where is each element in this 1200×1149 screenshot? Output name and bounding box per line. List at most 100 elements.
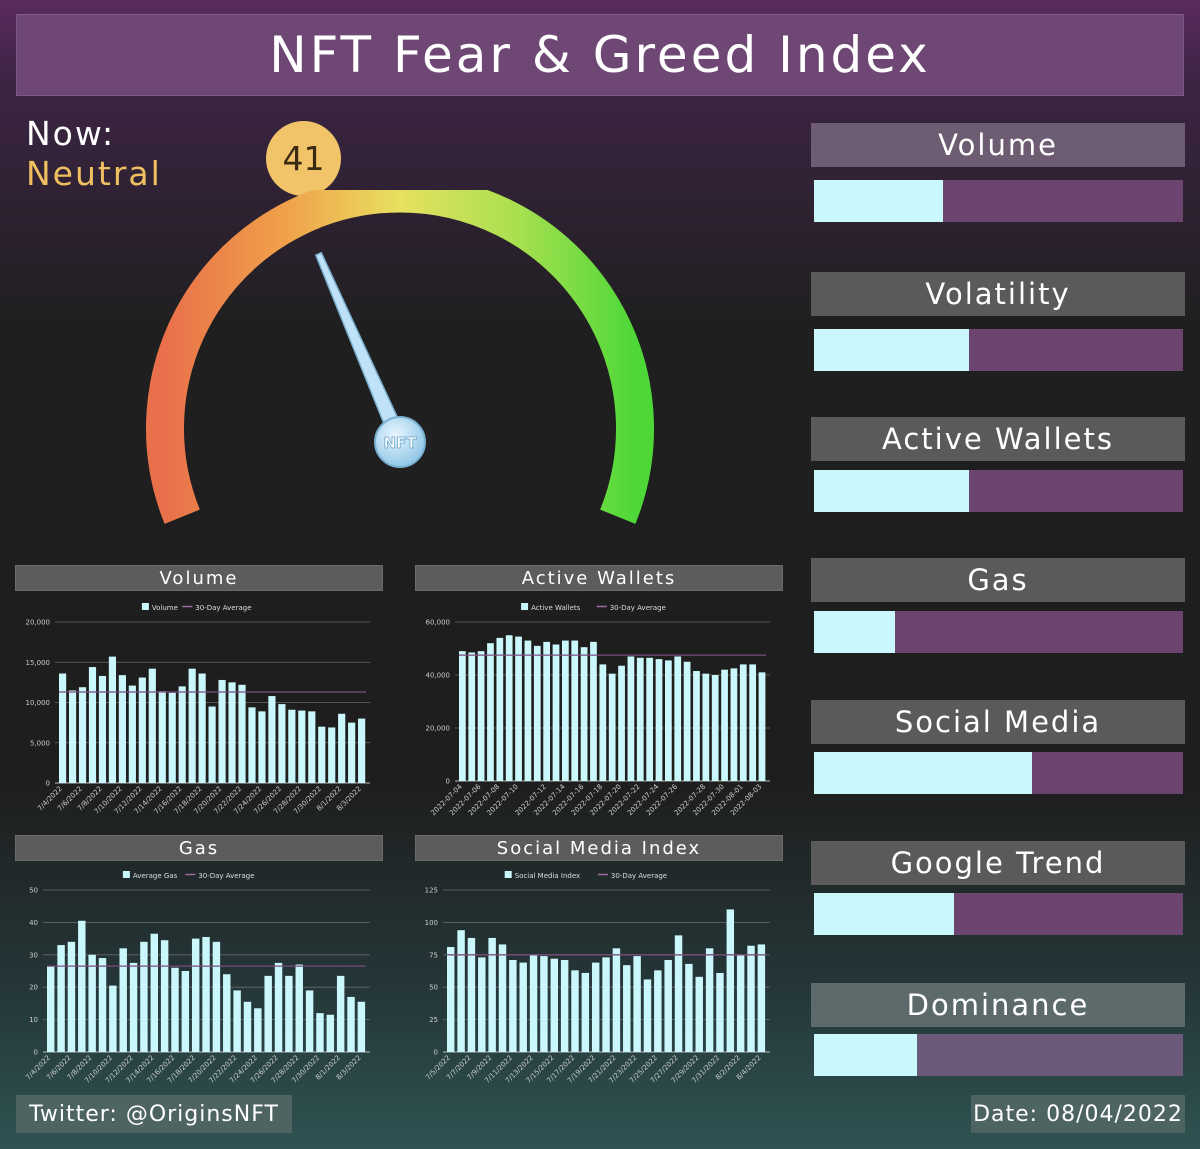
bar: [599, 664, 607, 781]
metric-header-gas: Gas: [811, 558, 1185, 602]
bar: [505, 635, 513, 781]
bar: [488, 937, 496, 1052]
bar: [702, 673, 710, 781]
bar: [457, 930, 465, 1052]
bar: [208, 706, 216, 783]
date-text: Date: 08/04/2022: [973, 1101, 1183, 1127]
bar: [757, 944, 766, 1052]
bar: [191, 938, 200, 1052]
bar: [487, 643, 494, 781]
gauge-hub: [374, 416, 426, 468]
bar: [693, 671, 700, 781]
bar: [238, 684, 246, 783]
bar: [612, 948, 621, 1052]
bar: [212, 941, 221, 1052]
metric-fill: [814, 329, 969, 371]
bar: [524, 640, 532, 781]
gauge-needle: [314, 251, 409, 447]
bar: [202, 936, 210, 1052]
bar: [685, 963, 693, 1052]
metric-label: Google Trend: [890, 846, 1106, 880]
metric-fill: [814, 470, 969, 512]
bar: [181, 971, 190, 1052]
metric-bar-google-trend: [814, 893, 1183, 935]
bar: [533, 645, 541, 781]
bar: [730, 668, 738, 781]
metric-bar-gas: [814, 611, 1183, 653]
bar: [171, 967, 179, 1052]
bar: [268, 696, 276, 783]
volume-chart-title: Volume: [159, 567, 239, 589]
y-tick-label: 0: [46, 780, 50, 788]
metric-label: Gas: [967, 563, 1029, 597]
bar: [498, 944, 507, 1052]
bar: [67, 941, 76, 1052]
y-tick-label: 125: [425, 887, 438, 895]
metric-header-volatility: Volatility: [811, 272, 1185, 316]
bar: [223, 974, 231, 1052]
y-tick-label: 0: [446, 778, 450, 786]
y-tick-label: 30: [29, 951, 38, 959]
social-media-chart: Social Media Index 30-Day Average 0 25 50 75 1…: [424, 871, 770, 1085]
report-date: Date: 08/04/2022: [971, 1095, 1185, 1133]
bar: [158, 691, 166, 783]
bar: [258, 711, 266, 783]
bar: [726, 909, 735, 1052]
bar: [496, 637, 504, 781]
metric-header-social-media: Social Media: [811, 700, 1185, 744]
bar: [478, 957, 486, 1052]
social-media-chart-header: Social Media Index: [415, 835, 783, 861]
score-value: 41: [282, 139, 325, 178]
bar: [509, 959, 517, 1052]
bar: [78, 920, 86, 1052]
bar: [716, 972, 724, 1052]
bar: [674, 935, 683, 1052]
bar: [305, 990, 314, 1052]
legend-label: 30-Day Average: [611, 872, 667, 880]
metric-fill: [814, 1034, 918, 1076]
bar: [295, 964, 303, 1052]
bar: [627, 656, 635, 781]
bar: [160, 940, 169, 1052]
bar: [57, 945, 65, 1052]
y-tick-label: 100: [425, 919, 438, 927]
bar: [543, 641, 551, 781]
twitter-text: Twitter: @OriginsNFT: [29, 1101, 279, 1127]
bar: [150, 933, 159, 1052]
legend-swatch: [521, 603, 529, 610]
y-tick-label: 60,000: [426, 619, 451, 627]
metric-bar-volume: [814, 180, 1183, 222]
bar: [519, 962, 527, 1052]
bar: [358, 718, 366, 783]
bar: [59, 673, 67, 783]
legend-swatch: [504, 871, 512, 878]
bar: [148, 668, 156, 783]
bar: [636, 657, 644, 781]
y-tick-label: 10,000: [26, 699, 51, 707]
bar: [347, 996, 355, 1052]
bar: [721, 669, 728, 781]
bar: [467, 937, 476, 1052]
bar: [705, 948, 714, 1052]
bar: [747, 945, 755, 1052]
y-tick-label: 25: [429, 1016, 438, 1024]
bar: [560, 959, 569, 1052]
metric-label: Social Media: [894, 705, 1102, 739]
metric-label: Volume: [938, 128, 1058, 162]
gas-chart: Average Gas 30-Day Average010203040507/4/…: [24, 871, 370, 1085]
bar: [477, 651, 485, 781]
bar: [758, 672, 766, 781]
bar: [736, 954, 745, 1052]
bar: [623, 965, 631, 1052]
volume-chart-header: Volume: [15, 565, 383, 591]
bar: [140, 941, 148, 1052]
bar: [633, 956, 641, 1052]
metric-label: Active Wallets: [882, 422, 1114, 456]
fear-greed-gauge: NFT: [146, 190, 654, 524]
bar: [655, 659, 663, 781]
metric-header-active-wallets: Active Wallets: [811, 417, 1185, 461]
volume-chart: Volume 30-Day Average 0 5,000 10,000 15,000 20…: [26, 603, 370, 816]
bar: [288, 709, 296, 783]
bar: [285, 975, 293, 1052]
bar: [129, 962, 138, 1052]
